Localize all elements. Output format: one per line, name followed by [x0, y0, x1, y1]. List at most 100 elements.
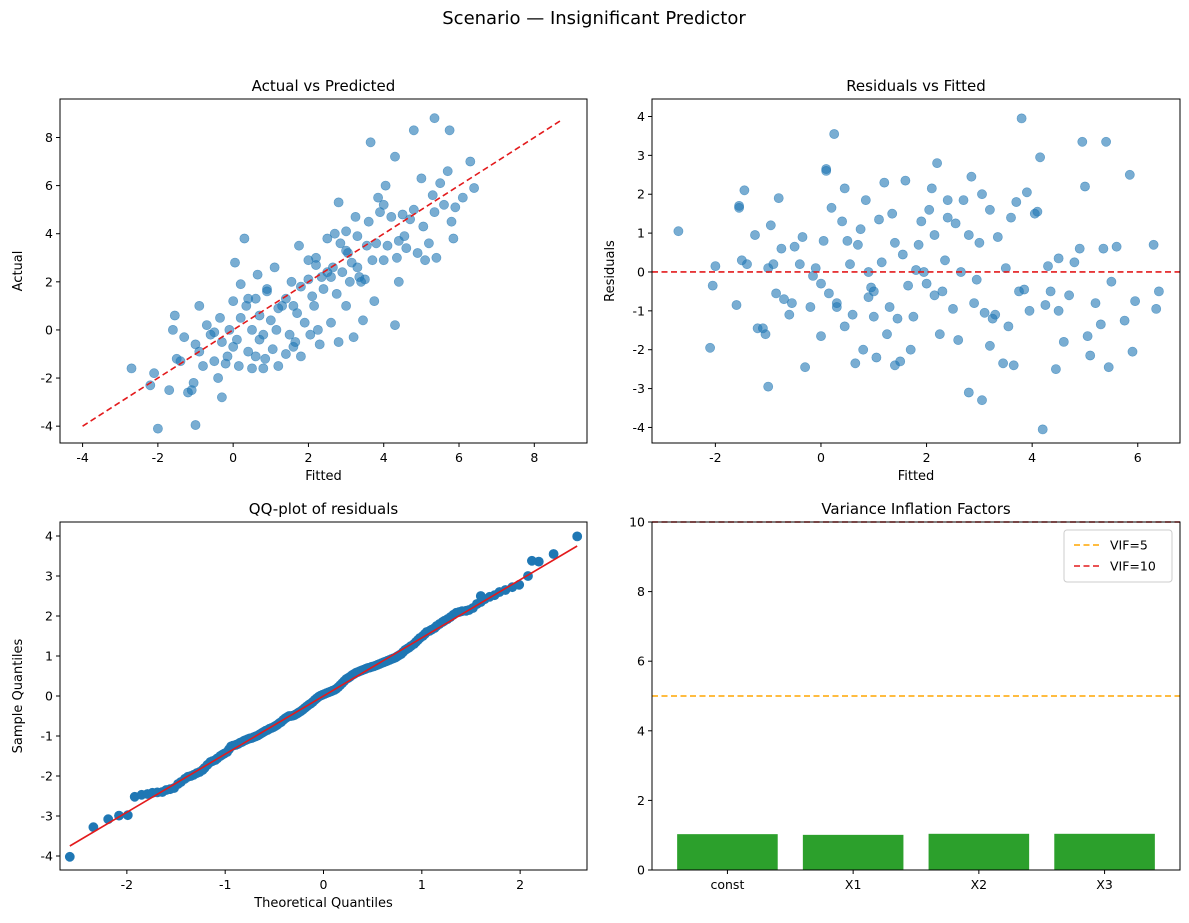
scatter-point — [446, 216, 457, 227]
x-tick-label: -2 — [709, 450, 721, 465]
scatter-point — [979, 307, 990, 318]
axes-frame — [651, 98, 1181, 444]
scatter-point — [284, 329, 295, 340]
scatter-point — [868, 311, 879, 322]
y-tick-label: 2 — [637, 187, 645, 202]
scatter-point — [260, 353, 271, 364]
scatter-point — [429, 113, 440, 124]
scatter-point — [924, 204, 935, 215]
scatter-point — [190, 420, 201, 430]
scatter-point — [401, 243, 412, 253]
scatter-points — [126, 113, 479, 434]
legend-label: VIF=5 — [1110, 538, 1148, 553]
scatter-point — [311, 260, 321, 270]
scatter-point — [386, 211, 397, 222]
scatter-point — [826, 202, 837, 213]
scatter-point — [731, 300, 742, 310]
legend-box — [1063, 529, 1173, 583]
scatter-point — [243, 346, 254, 357]
bar-x3 — [1054, 833, 1155, 870]
scatter-point — [765, 220, 776, 231]
scatter-point — [269, 262, 280, 273]
scatter-point — [350, 211, 361, 222]
scatter-point — [378, 199, 389, 210]
scatter-point — [1051, 364, 1061, 374]
scatter-point — [887, 208, 898, 219]
y-tick-label: 1 — [45, 649, 53, 664]
axes-frame — [59, 98, 588, 444]
scatter-point — [940, 255, 950, 266]
scatter-point — [842, 235, 853, 246]
panel-qq-plot: QQ-plot of residuals -4 -3 -2 -1 0 1 2 3 4 -2 -1 0 1 2… — [11, 500, 588, 911]
y-tick-label: -2 — [633, 342, 645, 357]
x-tick-label: -1 — [219, 877, 231, 892]
scatter-point — [942, 195, 953, 205]
bar-const — [677, 834, 778, 870]
scatter-point — [977, 189, 987, 200]
scatter-point — [369, 296, 380, 306]
scatter-point — [267, 344, 278, 355]
scatter-point — [776, 243, 787, 254]
scatter-point — [239, 233, 250, 244]
scatter-point — [977, 395, 987, 406]
y-tick-label: 0 — [45, 689, 53, 704]
scatter-point — [444, 125, 455, 136]
scatter-point — [179, 332, 190, 343]
scatter-point — [839, 183, 850, 194]
scatter-point — [423, 238, 434, 249]
scatter-point — [739, 185, 750, 196]
y-tick-label: 4 — [637, 109, 645, 124]
scatter-point — [169, 310, 180, 321]
axis-title: Actual vs Predicted — [252, 77, 396, 95]
scatter-point — [847, 309, 858, 320]
scatter-point — [969, 298, 979, 308]
scatter-point — [1103, 362, 1114, 373]
scatter-point — [1045, 286, 1056, 297]
y-tick-label: 8 — [637, 584, 645, 599]
scatter-point — [816, 331, 826, 341]
scatter-point — [985, 204, 995, 215]
x-tick-label: 2 — [516, 877, 524, 892]
figure-suptitle: Scenario — Insignificant Predictor — [442, 8, 746, 29]
y-tick-label: 2 — [45, 609, 53, 624]
scatter-point — [1019, 284, 1030, 295]
scatter-point — [1058, 336, 1069, 347]
scatter-point — [937, 286, 948, 297]
scatter-point — [290, 337, 301, 347]
x-tick-label: 0 — [320, 877, 328, 892]
scatter-point — [1080, 181, 1090, 192]
y-tick-label: 2 — [45, 274, 53, 289]
scatter-point — [921, 278, 932, 289]
scatter-point — [198, 361, 208, 371]
scatter-point — [228, 296, 239, 306]
scatter-point — [307, 291, 318, 302]
y-tick-label: 0 — [637, 264, 645, 279]
scatter-point — [860, 195, 871, 205]
scatter-point — [1024, 305, 1035, 316]
scatter-point — [942, 212, 953, 223]
scatter-point — [378, 255, 389, 266]
scatter-point — [209, 327, 220, 338]
scatter-point — [408, 125, 419, 136]
x-tick-label: 6 — [455, 450, 463, 465]
scatter-point — [429, 207, 440, 217]
scatter-point — [779, 294, 789, 305]
y-tick-label: -4 — [41, 849, 54, 864]
scatter-point — [845, 259, 855, 270]
scatter-point — [427, 190, 438, 201]
scatter-point — [897, 249, 908, 260]
y-axis-label: Residuals — [603, 240, 618, 302]
y-tick-label: -3 — [41, 809, 53, 824]
scatter-point — [233, 361, 244, 371]
scatter-point — [773, 193, 784, 203]
scatter-point — [265, 315, 276, 326]
scatter-point — [358, 315, 368, 326]
scatter-point — [890, 360, 900, 371]
scatter-point — [333, 337, 344, 347]
y-tick-label: -1 — [633, 303, 645, 318]
scatter-point — [469, 183, 479, 193]
scatter-point — [1106, 276, 1117, 287]
scatter-point — [903, 280, 913, 291]
y-tick-label: -4 — [633, 420, 646, 435]
scatter-point — [230, 257, 240, 268]
